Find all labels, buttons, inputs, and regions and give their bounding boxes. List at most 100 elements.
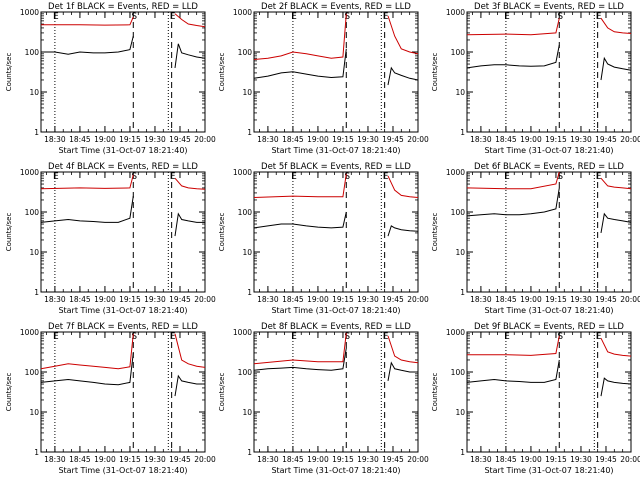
x-tick-label: 19:30 bbox=[144, 135, 166, 144]
x-tick-label: 19:15 bbox=[119, 455, 141, 464]
x-tick-label: 18:30 bbox=[470, 455, 492, 464]
marker-flag-label: E bbox=[596, 172, 602, 182]
chart-panel-det-5f: Det 5f BLACK = Events, RED = LLD Counts/s… bbox=[218, 162, 429, 315]
x-tick-label: 18:30 bbox=[470, 295, 492, 304]
x-tick-label: 18:30 bbox=[470, 135, 492, 144]
x-tick-label: 19:00 bbox=[307, 135, 329, 144]
marker-flag-label: S bbox=[131, 332, 137, 342]
plot-frame bbox=[40, 171, 206, 293]
y-tick-label: 1 bbox=[34, 288, 39, 297]
x-tick-label: 19:00 bbox=[307, 455, 329, 464]
chart-panel-det-6f: Det 6f BLACK = Events, RED = LLD Counts/s… bbox=[431, 162, 640, 315]
chart-panel-det-2f: Det 2f BLACK = Events, RED = LLD Counts/s… bbox=[218, 2, 429, 155]
marker-flag-label: E bbox=[291, 172, 297, 182]
x-tick-label: 18:30 bbox=[257, 295, 279, 304]
y-tick-label: 100 bbox=[451, 48, 466, 57]
marker-flag-label: S bbox=[131, 12, 137, 22]
x-tick-label: 18:30 bbox=[44, 295, 66, 304]
y-tick-label: 100 bbox=[451, 208, 466, 217]
y-tick-label: 1 bbox=[460, 128, 465, 137]
plot-frame bbox=[253, 331, 419, 453]
plot-frame bbox=[253, 171, 419, 293]
marker-flag-label: S bbox=[344, 172, 350, 182]
marker-flag-label: S bbox=[344, 332, 350, 342]
x-tick-label: 20:00 bbox=[620, 295, 640, 304]
x-tick-label: 19:15 bbox=[545, 135, 567, 144]
chart-title: Det 5f BLACK = Events, RED = LLD bbox=[261, 162, 411, 172]
chart-title: Det 1f BLACK = Events, RED = LLD bbox=[48, 2, 198, 12]
x-tick-label: 19:15 bbox=[332, 135, 354, 144]
marker-flag-label: E bbox=[170, 332, 176, 342]
series-line-events bbox=[41, 35, 206, 68]
y-tick-label: 1000 bbox=[20, 168, 39, 177]
y-tick-label: 1 bbox=[460, 448, 465, 457]
marker-flag-label: E bbox=[291, 12, 297, 22]
x-axis-label: Start Time (31-Oct-07 18:21:40) bbox=[484, 466, 613, 475]
x-tick-label: 19:30 bbox=[570, 455, 592, 464]
y-tick-label: 1 bbox=[247, 448, 252, 457]
x-axis-label: Start Time (31-Oct-07 18:21:40) bbox=[484, 146, 613, 155]
y-tick-label: 1 bbox=[247, 288, 252, 297]
y-tick-label: 1000 bbox=[446, 168, 465, 177]
y-tick-label: 1000 bbox=[20, 328, 39, 337]
x-tick-label: 18:45 bbox=[69, 455, 91, 464]
y-tick-label: 1 bbox=[247, 128, 252, 137]
x-tick-label: 18:30 bbox=[257, 455, 279, 464]
marker-flag-label: E bbox=[596, 12, 602, 22]
plot-frame bbox=[40, 331, 206, 453]
chart-title: Det 7f BLACK = Events, RED = LLD bbox=[48, 322, 198, 332]
y-axis-label: Counts/sec bbox=[431, 213, 439, 252]
x-axis-label: Start Time (31-Oct-07 18:21:40) bbox=[271, 466, 400, 475]
x-tick-label: 19:30 bbox=[144, 455, 166, 464]
x-tick-label: 19:45 bbox=[169, 135, 191, 144]
x-tick-label: 20:00 bbox=[194, 295, 216, 304]
marker-flag-label: E bbox=[53, 12, 59, 22]
plot-frame bbox=[466, 11, 632, 133]
y-tick-label: 10 bbox=[455, 248, 465, 257]
x-tick-label: 19:15 bbox=[545, 295, 567, 304]
x-tick-label: 19:15 bbox=[332, 455, 354, 464]
y-tick-label: 1000 bbox=[233, 8, 252, 17]
y-tick-label: 10 bbox=[29, 248, 39, 257]
series-line-lld bbox=[41, 13, 206, 28]
series-line-lld bbox=[466, 171, 632, 190]
x-tick-label: 19:00 bbox=[307, 295, 329, 304]
x-tick-label: 20:00 bbox=[407, 455, 429, 464]
y-tick-label: 10 bbox=[29, 88, 39, 97]
y-tick-label: 100 bbox=[25, 48, 40, 57]
series-line-lld bbox=[466, 17, 632, 36]
x-tick-label: 18:30 bbox=[44, 135, 66, 144]
plot-frame bbox=[40, 11, 206, 133]
marker-flag-label: E bbox=[596, 332, 602, 342]
chart-title: Det 4f BLACK = Events, RED = LLD bbox=[48, 162, 198, 172]
x-tick-label: 19:45 bbox=[382, 295, 404, 304]
marker-flag-label: S bbox=[344, 12, 350, 22]
chart-panel-det-8f: Det 8f BLACK = Events, RED = LLD Counts/s… bbox=[218, 322, 429, 475]
marker-flag-label: E bbox=[504, 172, 510, 182]
series-line-events bbox=[466, 187, 632, 233]
series-line-events bbox=[466, 359, 632, 397]
x-tick-label: 19:00 bbox=[94, 455, 116, 464]
marker-flag-label: E bbox=[383, 172, 389, 182]
x-tick-label: 19:45 bbox=[595, 295, 617, 304]
chart-title: Det 6f BLACK = Events, RED = LLD bbox=[474, 162, 624, 172]
series-line-lld bbox=[40, 333, 206, 370]
series-line-events bbox=[253, 48, 419, 86]
marker-flag-label: E bbox=[53, 332, 59, 342]
x-tick-label: 19:15 bbox=[545, 455, 567, 464]
marker-flag-label: E bbox=[383, 12, 389, 22]
series-line-lld bbox=[253, 332, 419, 365]
x-tick-label: 19:00 bbox=[94, 135, 116, 144]
x-tick-label: 19:30 bbox=[570, 295, 592, 304]
x-tick-label: 19:45 bbox=[595, 455, 617, 464]
chart-title: Det 9f BLACK = Events, RED = LLD bbox=[474, 322, 624, 332]
x-tick-label: 19:30 bbox=[357, 135, 379, 144]
series-line-lld bbox=[253, 13, 419, 60]
x-tick-label: 18:30 bbox=[44, 455, 66, 464]
x-axis-label: Start Time (31-Oct-07 18:21:40) bbox=[484, 306, 613, 315]
y-tick-label: 100 bbox=[25, 208, 40, 217]
series-line-events bbox=[253, 347, 418, 381]
x-tick-label: 19:45 bbox=[169, 455, 191, 464]
x-tick-label: 19:00 bbox=[520, 295, 542, 304]
